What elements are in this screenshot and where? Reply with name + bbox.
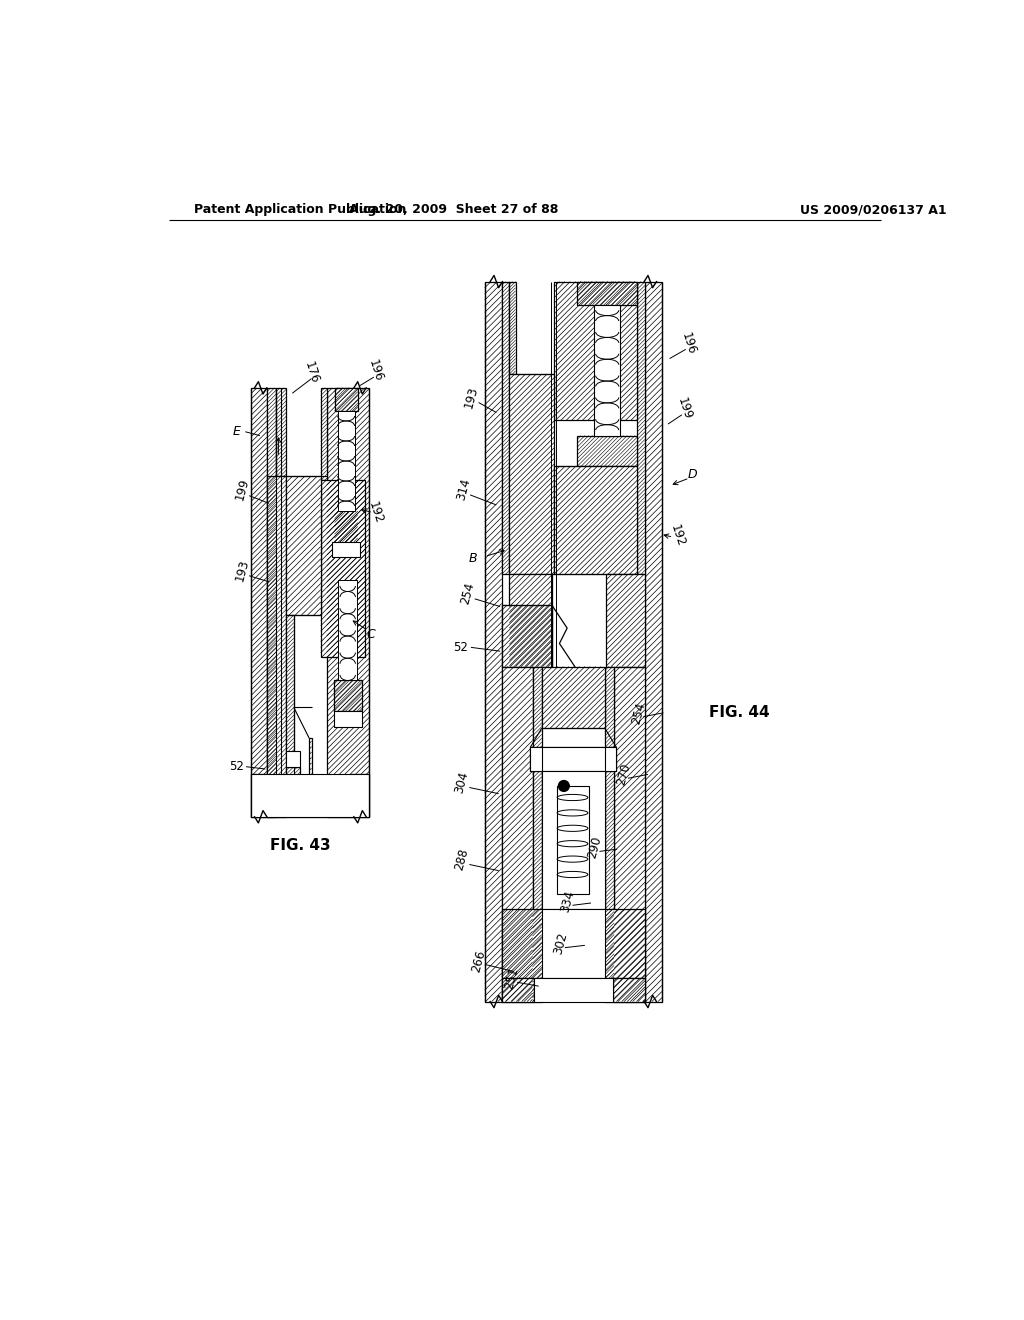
Text: 251: 251 bbox=[503, 966, 521, 991]
Bar bbox=[502, 909, 645, 978]
Text: 254: 254 bbox=[459, 581, 477, 606]
Bar bbox=[309, 738, 311, 779]
Bar bbox=[252, 775, 370, 817]
Bar bbox=[557, 785, 590, 894]
Bar bbox=[605, 747, 616, 771]
Bar bbox=[542, 667, 605, 729]
Text: D: D bbox=[688, 467, 697, 480]
Text: FIG. 43: FIG. 43 bbox=[269, 838, 331, 853]
Bar bbox=[612, 978, 645, 1002]
Bar bbox=[335, 388, 357, 411]
Text: Aug. 20, 2009  Sheet 27 of 88: Aug. 20, 2009 Sheet 27 of 88 bbox=[349, 203, 559, 216]
Text: 266: 266 bbox=[469, 948, 487, 973]
Bar bbox=[252, 775, 267, 817]
Bar bbox=[606, 574, 645, 667]
Bar bbox=[605, 667, 614, 1002]
Bar bbox=[535, 982, 542, 998]
Bar bbox=[502, 281, 509, 574]
Bar bbox=[561, 803, 567, 816]
Bar bbox=[605, 982, 612, 998]
Bar bbox=[327, 388, 370, 817]
Bar bbox=[350, 775, 370, 817]
Bar bbox=[502, 667, 532, 1002]
Text: 52: 52 bbox=[453, 640, 468, 653]
Bar bbox=[578, 281, 637, 305]
Text: 196: 196 bbox=[679, 330, 698, 356]
Bar bbox=[286, 751, 300, 767]
Bar bbox=[542, 747, 605, 771]
Bar bbox=[339, 581, 357, 681]
Bar bbox=[334, 681, 361, 711]
Text: 196: 196 bbox=[366, 358, 385, 383]
Bar bbox=[267, 801, 350, 817]
Text: 199: 199 bbox=[233, 477, 252, 502]
Bar bbox=[286, 477, 321, 615]
Bar bbox=[554, 281, 637, 420]
Text: 288: 288 bbox=[453, 846, 471, 871]
Bar bbox=[502, 605, 552, 667]
Bar bbox=[321, 388, 327, 480]
Text: 304: 304 bbox=[453, 770, 471, 795]
Bar bbox=[321, 480, 366, 657]
Text: 254: 254 bbox=[630, 701, 648, 725]
Text: 302: 302 bbox=[551, 932, 569, 956]
Text: 193: 193 bbox=[233, 558, 251, 583]
Bar bbox=[530, 747, 542, 771]
Text: 192: 192 bbox=[366, 500, 385, 525]
Bar bbox=[554, 466, 637, 574]
Text: Patent Application Publication: Patent Application Publication bbox=[194, 203, 407, 216]
Bar bbox=[645, 281, 662, 1002]
Bar bbox=[276, 388, 286, 477]
Bar bbox=[286, 767, 300, 779]
Bar bbox=[532, 667, 542, 1002]
Bar bbox=[335, 511, 357, 541]
Text: FIG. 44: FIG. 44 bbox=[709, 705, 769, 721]
Bar bbox=[542, 771, 605, 909]
Bar bbox=[267, 477, 286, 817]
Text: US 2009/0206137 A1: US 2009/0206137 A1 bbox=[801, 203, 947, 216]
Bar bbox=[333, 543, 360, 557]
Bar bbox=[637, 281, 645, 574]
Text: 199: 199 bbox=[675, 396, 694, 421]
Text: 290: 290 bbox=[586, 836, 604, 861]
Bar bbox=[542, 909, 605, 978]
Circle shape bbox=[558, 780, 569, 792]
Text: B: B bbox=[469, 552, 477, 565]
Bar bbox=[484, 281, 502, 1002]
Bar bbox=[286, 615, 294, 755]
Text: 314: 314 bbox=[454, 477, 472, 502]
Bar bbox=[509, 281, 515, 374]
Bar bbox=[535, 978, 612, 1002]
Text: 52: 52 bbox=[229, 760, 245, 774]
Bar bbox=[542, 771, 553, 909]
Text: 270: 270 bbox=[614, 762, 633, 787]
Bar bbox=[509, 374, 554, 574]
Bar bbox=[594, 305, 621, 436]
Text: 193: 193 bbox=[463, 384, 481, 409]
Bar bbox=[614, 667, 645, 1002]
Bar bbox=[593, 771, 605, 909]
Bar bbox=[267, 388, 276, 817]
Bar bbox=[578, 436, 637, 466]
Bar bbox=[338, 411, 354, 511]
Text: 334: 334 bbox=[559, 890, 578, 913]
Bar bbox=[334, 711, 361, 726]
Text: C: C bbox=[367, 628, 375, 640]
Text: 192: 192 bbox=[668, 523, 687, 548]
Text: E: E bbox=[232, 425, 241, 438]
Bar bbox=[509, 574, 552, 667]
Text: 176: 176 bbox=[302, 360, 322, 385]
Bar bbox=[252, 388, 267, 817]
Bar bbox=[530, 747, 616, 771]
Bar bbox=[502, 978, 535, 1002]
